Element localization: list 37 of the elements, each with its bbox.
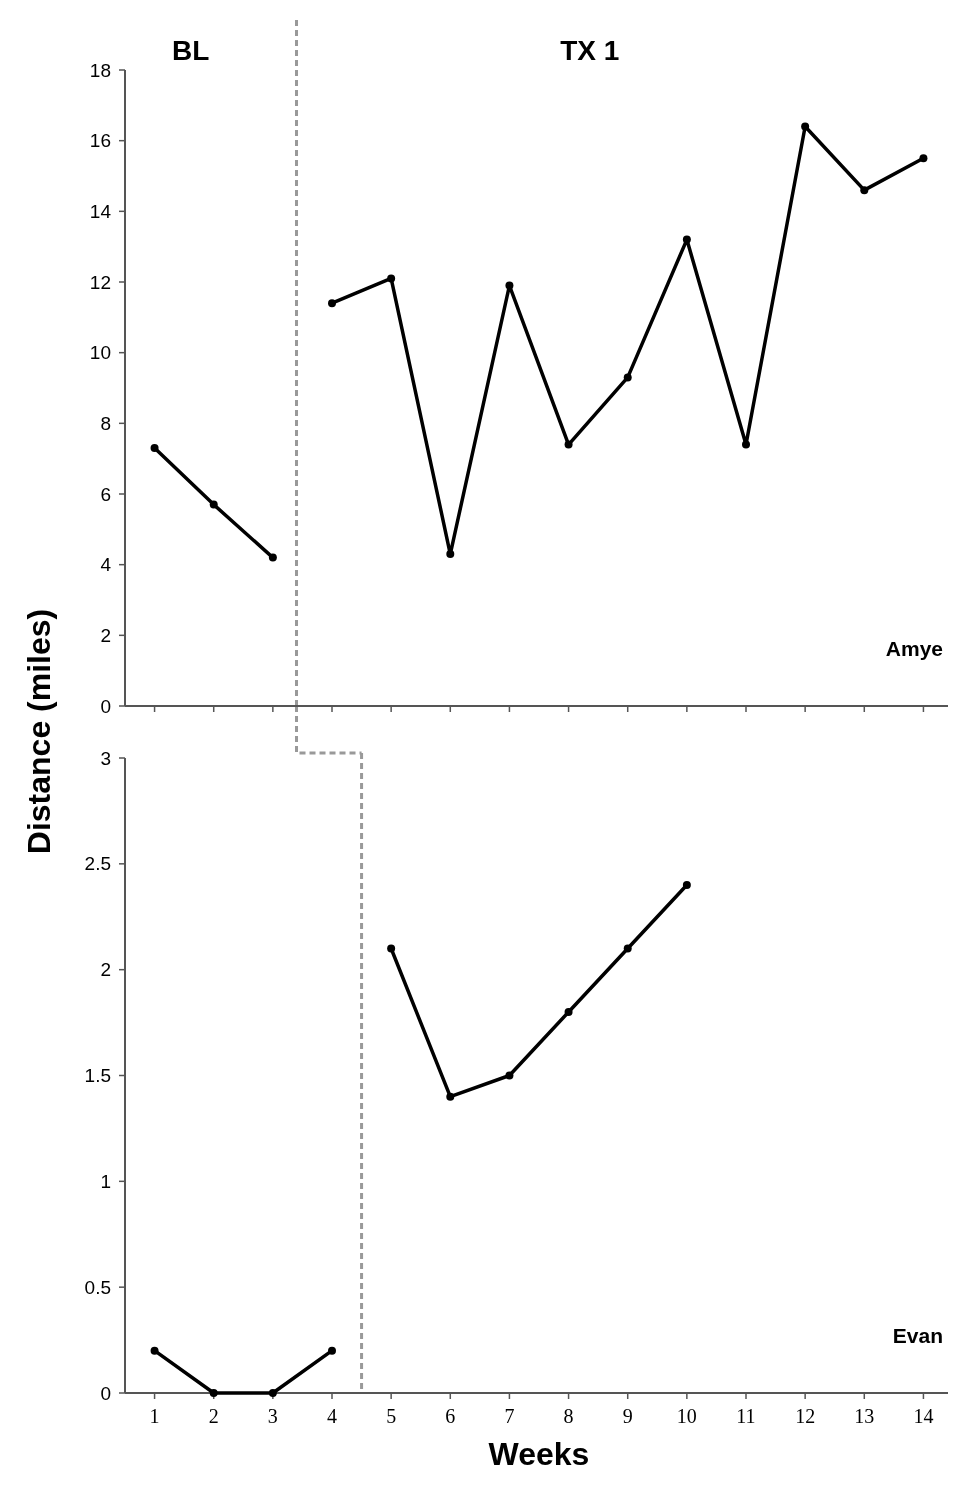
x-tick-label: 7 [504,1405,515,1427]
x-axis-title: Weeks [488,1436,590,1472]
x-tick-label: 4 [327,1405,337,1427]
y-tick-label: 2 [100,959,111,981]
y-tick-label: 18 [89,59,111,81]
y-tick-label: 8 [100,412,111,434]
x-tick-label: 2 [208,1405,219,1427]
x-tick-label: 12 [795,1405,816,1427]
y-tick-label: 1 [100,1170,111,1192]
x-tick-label: 13 [854,1405,875,1427]
x-tick-label: 3 [267,1405,278,1427]
x-tick-label: 10 [676,1405,697,1427]
text: TX 1 [560,35,620,66]
y-tick-label: 16 [89,130,111,152]
x-tick-label: 9 [622,1405,633,1427]
text: BL [172,35,210,66]
annotation: Evan [892,1324,943,1347]
x-tick-label: 6 [445,1405,456,1427]
x-tick-label: 11 [736,1405,756,1427]
y-tick-label: 1.5 [84,1065,111,1087]
annotation: Amye [885,637,943,660]
y-tick-label: 0 [100,1382,111,1404]
y-tick-label: 2.5 [84,853,111,875]
y-tick-label: 10 [89,342,111,364]
y-tick-label: 14 [89,200,112,222]
x-tick-label: 8 [563,1405,574,1427]
y-tick-label: 2 [100,624,111,646]
y-tick-label: 12 [89,271,111,293]
y-tick-label: 0.5 [84,1276,111,1298]
x-tick-label: 1 [149,1405,160,1427]
x-tick-label: 5 [386,1405,397,1427]
x-tick-label: 14 [913,1405,934,1427]
y-tick-label: 6 [100,483,111,505]
y-axis-title: Distance (miles) [21,608,57,855]
y-tick-label: 0 [100,695,111,717]
y-tick-label: 4 [100,554,112,576]
y-tick-label: 3 [100,747,111,769]
